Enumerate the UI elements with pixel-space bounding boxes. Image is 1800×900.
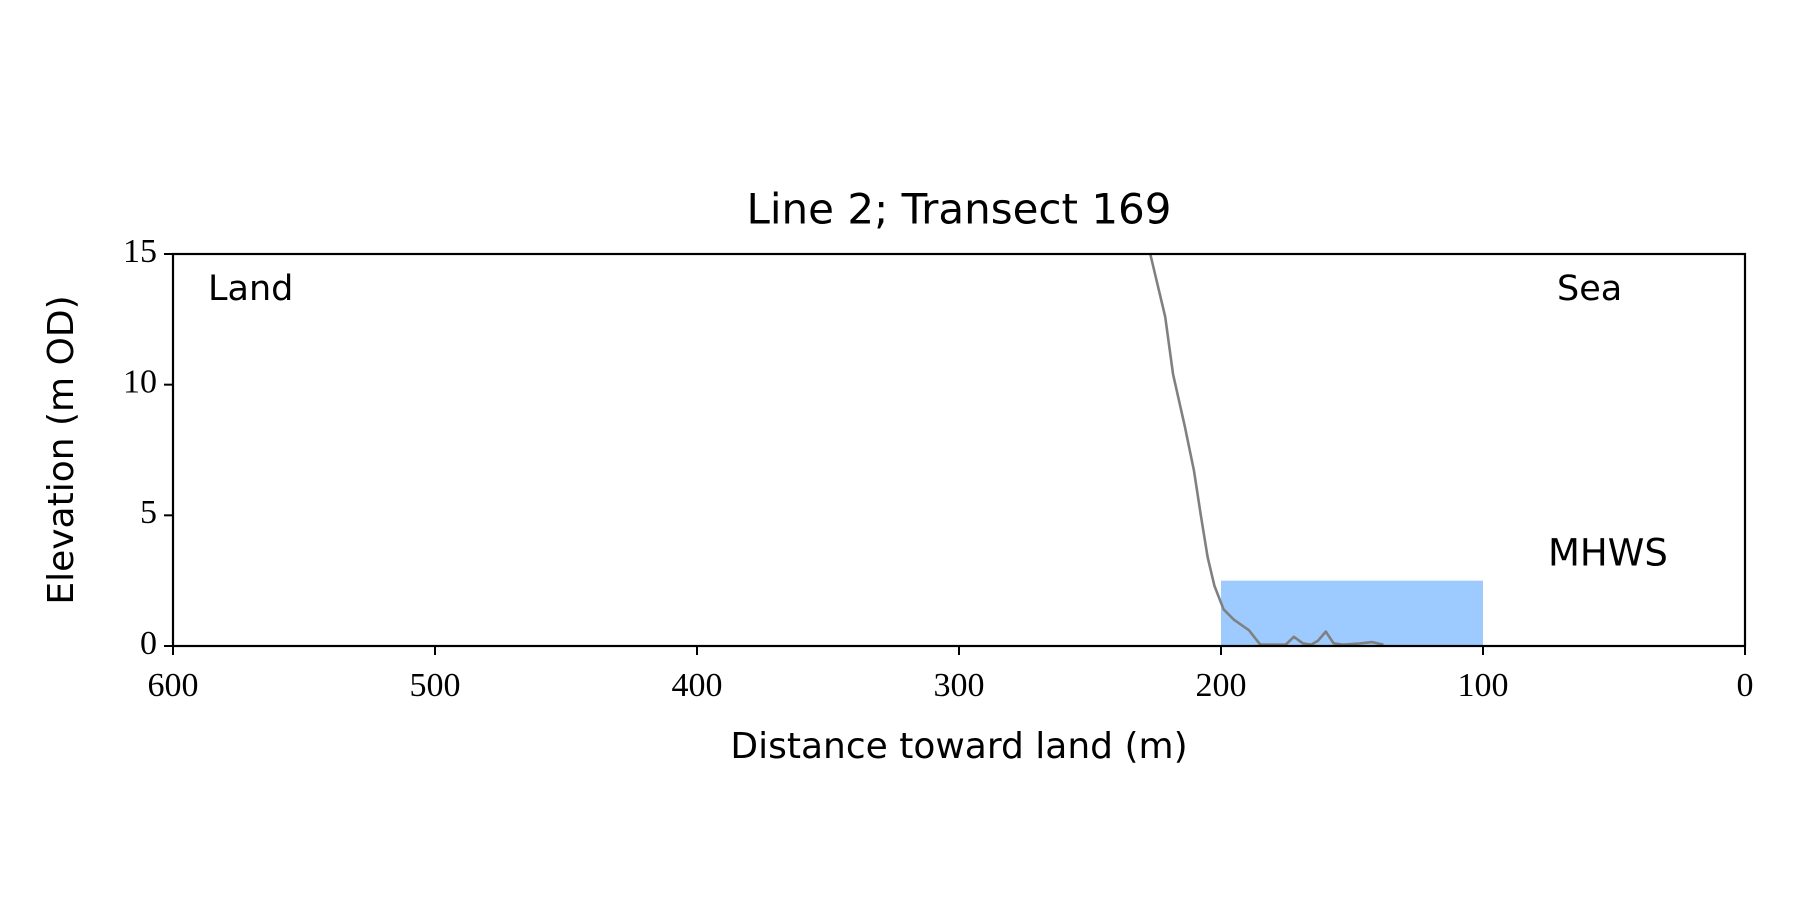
x-tick-label: 0 — [1737, 667, 1754, 704]
x-tick-label: 600 — [148, 667, 199, 704]
y-tick-label: 10 — [123, 363, 157, 400]
plot-frame — [171, 252, 1747, 648]
x-tick-label: 500 — [410, 667, 461, 704]
x-tick-label: 200 — [1196, 667, 1247, 704]
line — [1148, 253, 1384, 646]
annotation: Sea — [1557, 269, 1622, 309]
mhws-band — [1221, 580, 1483, 646]
x-tick-label: 300 — [934, 667, 985, 704]
x-tick-label: 400 — [672, 667, 723, 704]
y-tick-label: 15 — [123, 233, 157, 270]
y-axis-label: Elevation (m OD) — [41, 295, 82, 604]
annotation: Land — [208, 269, 293, 309]
x-axis-label: Distance toward land (m) — [730, 726, 1187, 767]
chart-title: Line 2; Transect 169 — [746, 185, 1171, 234]
x-tick-label: 100 — [1458, 667, 1509, 704]
mhws-label: MHWS — [1548, 532, 1668, 575]
y-tick-label: 0 — [140, 625, 157, 662]
y-tick-label: 5 — [140, 494, 157, 531]
